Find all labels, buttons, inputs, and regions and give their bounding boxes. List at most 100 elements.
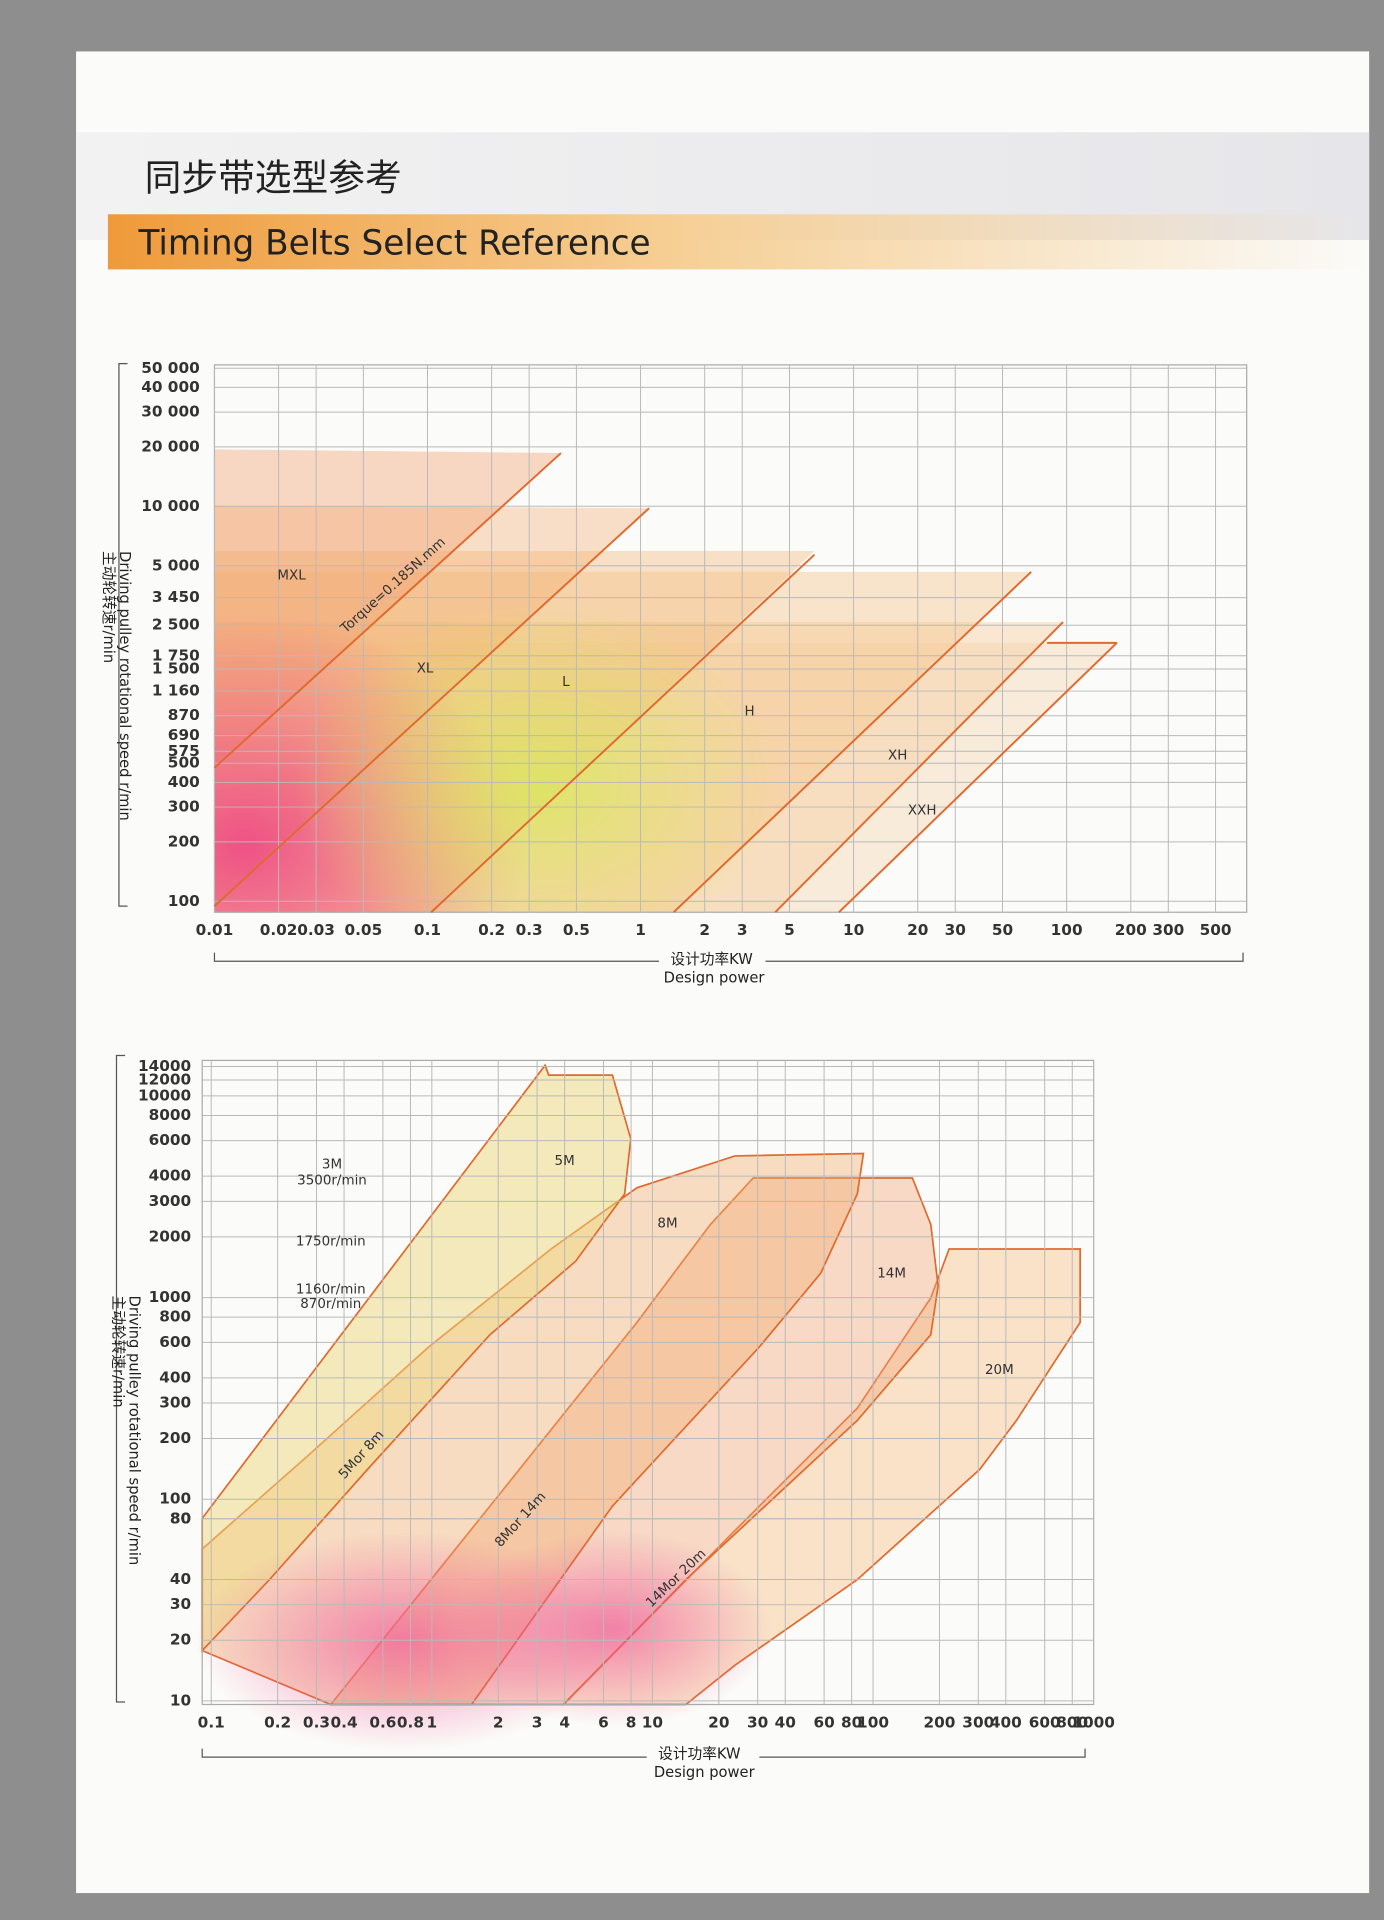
x-tick-label: 40 (775, 1713, 796, 1731)
shade-pink (453, 1530, 772, 1727)
x-tick-label: 100 (1051, 921, 1083, 939)
x-tick-label: 0.01 (196, 921, 234, 939)
edge (213, 507, 650, 907)
x-tick-label: 0.2 (478, 921, 505, 939)
y-tick-label: 30 000 (141, 403, 200, 421)
x-tick-label: 0.2 (264, 1713, 291, 1731)
x-bracket (213, 952, 1244, 962)
x-tick-label: 500 (1200, 921, 1232, 939)
x-tick-label: 100 (857, 1713, 889, 1731)
x-tick-label: 2 (493, 1713, 504, 1731)
y-tick-label: 30 (170, 1595, 191, 1613)
x-tick-label: 1 (427, 1713, 438, 1731)
y-tick-label: 300 (159, 1394, 191, 1412)
y-tick-label: 80 (170, 1509, 191, 1527)
y-tick-label: 14000 (138, 1057, 191, 1075)
y-tick-label: 20 (170, 1631, 191, 1649)
x-tick-label: 20 (907, 921, 928, 939)
y-tick-label: 870 (168, 706, 200, 724)
x-tick-label: 10 (642, 1713, 663, 1731)
chart-2-grid (201, 1059, 1095, 1706)
title-bar (107, 214, 1370, 270)
y-tick-label: 80 (170, 1509, 191, 1527)
x-tick-label: 10 (843, 921, 864, 939)
y-tick-label: 200 (168, 832, 200, 850)
y-tick-label: 2000 (149, 1227, 192, 1245)
edge (774, 621, 1064, 913)
x-tick-label: 0.3 (516, 921, 543, 939)
title-en: Timing Belts Select Reference (138, 223, 651, 263)
y-tick-label: 10 (170, 1691, 191, 1709)
x-tick-label: 3 (532, 1713, 543, 1731)
y-tick-label: 575 (168, 742, 200, 760)
region-label: XXH (908, 804, 937, 819)
x-tick-label: 50 (992, 921, 1013, 939)
x-bracket (201, 1748, 1086, 1758)
x-tick-label: 0.02 (260, 921, 298, 939)
y-tick-label: 4000 (149, 1167, 192, 1185)
y-tick-label: 100 (159, 1490, 191, 1508)
y-tick-label: 400 (168, 773, 200, 791)
y-tick-label: 3 450 (152, 588, 200, 606)
x-tick-label: 400 (990, 1713, 1022, 1731)
region-label: 8M (657, 1216, 677, 1231)
x-tick-label: 2 (699, 921, 710, 939)
region-label: XL (417, 662, 434, 677)
y-bracket (118, 363, 128, 907)
x-tick-label: 300 (962, 1713, 994, 1731)
region-label: MXL (277, 569, 306, 584)
title-cn: 同步带选型参考 (145, 157, 402, 200)
x-tick-label: 0.4 (330, 1713, 357, 1731)
y-tick-label: 800 (159, 1308, 191, 1326)
y-tick-label: 200 (159, 1429, 191, 1447)
speed-label: 3500r/min (297, 1173, 367, 1188)
region-label: 14M (877, 1266, 906, 1281)
shading (214, 600, 784, 913)
speed-label: 3M (322, 1157, 342, 1172)
y-tick-label: 20 000 (141, 437, 200, 455)
x-tick-label: 600 (1029, 1713, 1061, 1731)
region-label: 20M (985, 1363, 1014, 1378)
y-tick-label: 2 500 (152, 616, 200, 634)
x-tick-label: 200 (923, 1713, 955, 1731)
x-tick-label: 80 (841, 1713, 862, 1731)
x-tick-label: 3 (737, 921, 748, 939)
speed-label: 1160r/min (296, 1282, 366, 1297)
speed-label: 1750r/min (296, 1235, 366, 1250)
x-tick-label: 1000 (1072, 1713, 1115, 1731)
y-tick-label: 50 000 (141, 359, 200, 377)
speed-label: 870r/min (300, 1297, 361, 1312)
chart-1-regions (214, 449, 1117, 913)
y-tick-label: 100 (168, 892, 200, 910)
x-tick-label: 0.6 (369, 1713, 396, 1731)
region-label: H (744, 704, 754, 719)
x-tick-label: 0.3 (303, 1713, 330, 1731)
x-tick-label: 800 (1056, 1713, 1088, 1731)
x-tick-label: 0.05 (344, 921, 382, 939)
y-tick-label: 12000 (138, 1070, 191, 1088)
y-tick-label: 8000 (149, 1106, 192, 1124)
y-label-en: Driving pulley rotational speed r/min (126, 1296, 143, 1566)
x-tick-label: 4 (559, 1713, 570, 1731)
x-tick-label: 6 (598, 1713, 609, 1731)
x-tick-label: 1 (635, 921, 646, 939)
y-tick-label: 1 750 (152, 646, 200, 664)
x-tick-label: 30 (945, 921, 966, 939)
y-bracket (115, 1054, 126, 1703)
x-tick-label: 300 (1152, 921, 1184, 939)
x-tick-label: 5 (784, 921, 795, 939)
chart-1-edges (213, 452, 1118, 913)
y-label-cn: 主动轮转速r/min (100, 551, 117, 663)
y-tick-label: 40 (170, 1570, 191, 1588)
x-tick-label: 0.5 (563, 921, 590, 939)
x-tick-label: 30 (747, 1713, 768, 1731)
x-label-en: Design power (664, 969, 766, 986)
region-label: XH (888, 749, 907, 764)
x-tick-label: 60 (813, 1713, 834, 1731)
y-tick-label: 1000 (149, 1288, 192, 1306)
region-label: L (562, 675, 570, 690)
y-tick-label: 500 (168, 754, 200, 772)
x-label-cn: 设计功率KW (670, 951, 753, 968)
